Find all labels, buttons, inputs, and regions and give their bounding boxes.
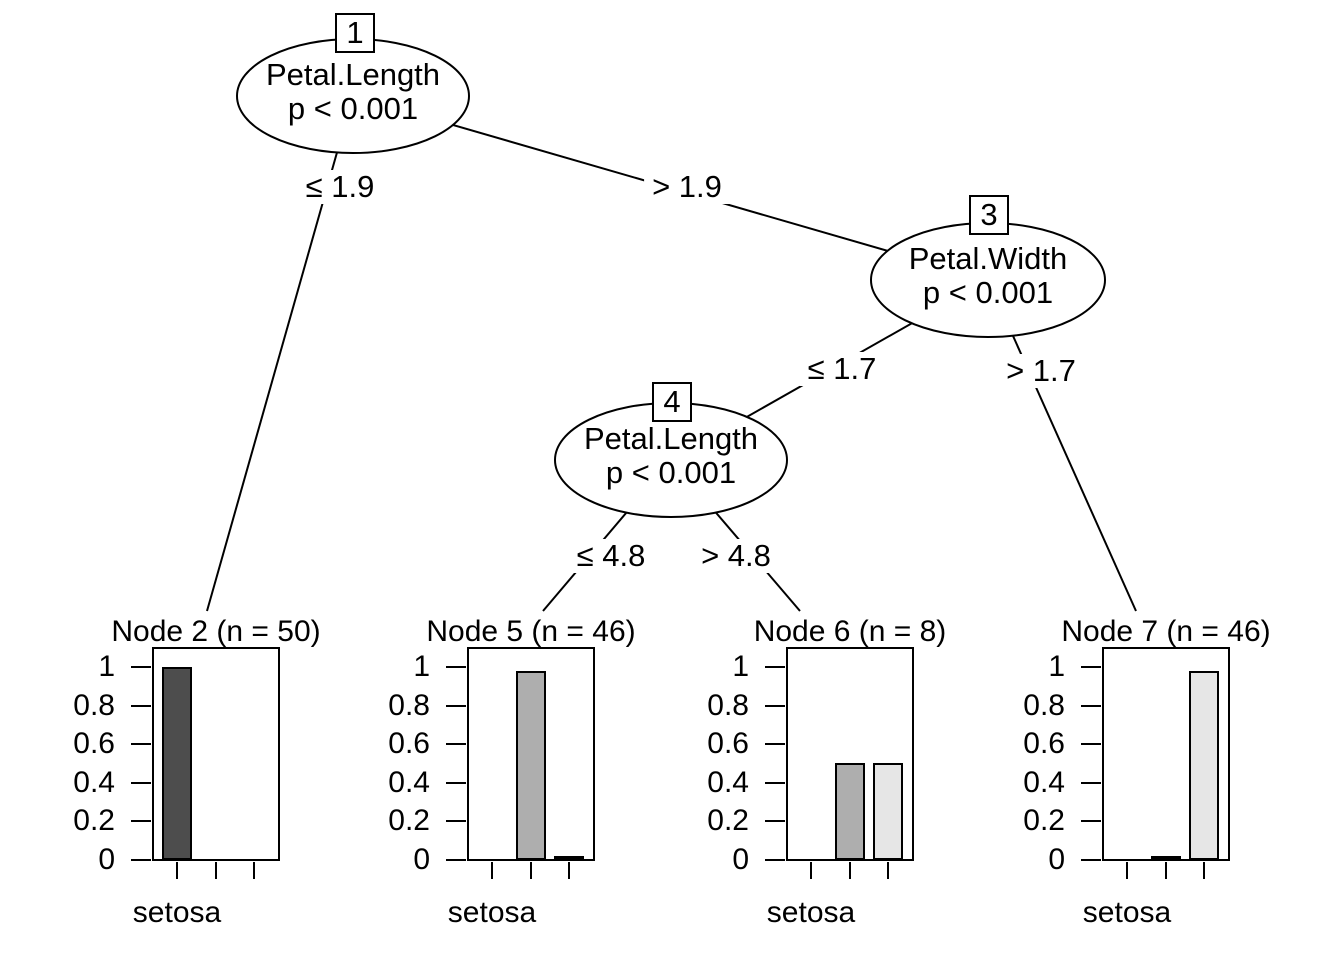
y-axis-tick [765, 743, 785, 745]
node-5-terminal-barplot: Node 5 (n = 46) setosa 0 0.2 0.4 0.6 0.8 1 [388, 612, 680, 942]
node-1-pvalue: p < 0.001 [287, 91, 419, 126]
y-axis-tick [131, 782, 151, 784]
y-axis-tick [446, 705, 466, 707]
x-axis-tick [215, 862, 217, 879]
edge-label-node3-left: ≤ 1.7 [799, 352, 885, 386]
y-axis-tick-label: 0 [1048, 843, 1065, 876]
chart-title: Node 5 (n = 46) [426, 615, 636, 648]
x-axis-tick [176, 862, 178, 879]
node-4-variable: Petal.Length [583, 421, 759, 456]
chart-title: Node 7 (n = 46) [1061, 615, 1271, 648]
x-axis-tick [1165, 862, 1167, 879]
y-axis-tick [131, 859, 151, 861]
y-axis-tick-label: 0.4 [388, 766, 430, 799]
y-axis-tick [446, 782, 466, 784]
bar [873, 763, 903, 860]
node-1-id-badge: 1 [335, 13, 375, 53]
x-axis-category-label: setosa [766, 896, 856, 929]
y-axis-tick-label: 1 [732, 650, 749, 683]
y-axis-tick [131, 820, 151, 822]
chart-title: Node 2 (n = 50) [111, 615, 321, 648]
y-axis-tick [131, 743, 151, 745]
y-axis-tick-label: 0.6 [707, 727, 749, 760]
y-axis-tick-label: 0.4 [73, 766, 115, 799]
y-axis-tick [1081, 859, 1101, 861]
bar [162, 667, 192, 860]
x-axis-tick [253, 862, 255, 879]
y-axis-tick-label: 0.2 [388, 804, 430, 837]
bar [1151, 856, 1181, 860]
node-1-label: Petal.Length p < 0.001 [237, 58, 469, 126]
y-axis-tick-label: 0 [732, 843, 749, 876]
y-axis-tick-label: 0.2 [73, 804, 115, 837]
y-axis-tick-label: 0.6 [73, 727, 115, 760]
edge-label-node3-right: > 1.7 [998, 354, 1084, 388]
y-axis-tick-label: 1 [1048, 650, 1065, 683]
y-axis-tick [1081, 743, 1101, 745]
y-axis-tick-label: 0.4 [707, 766, 749, 799]
y-axis-tick-label: 1 [413, 650, 430, 683]
y-axis-tick-label: 0.8 [1023, 689, 1065, 722]
node-4-label: Petal.Length p < 0.001 [555, 422, 787, 490]
x-axis-category-label: setosa [1082, 896, 1172, 929]
y-axis-tick [1081, 782, 1101, 784]
y-axis-tick [765, 859, 785, 861]
y-axis-tick [446, 820, 466, 822]
node-3-variable: Petal.Width [908, 241, 1068, 276]
node-3-id-badge: 3 [969, 195, 1009, 235]
edge-label-node1-left: ≤ 1.9 [297, 170, 383, 204]
y-axis-tick-label: 0 [98, 843, 115, 876]
x-axis-category-label: setosa [447, 896, 537, 929]
y-axis-tick [1081, 820, 1101, 822]
y-axis-tick [765, 705, 785, 707]
edge-label-node4-left: ≤ 4.8 [568, 539, 654, 573]
bar [516, 671, 546, 860]
x-axis-tick [1126, 862, 1128, 879]
y-axis-tick-label: 1 [98, 650, 115, 683]
x-axis-tick [849, 862, 851, 879]
edge-label-node1-right: > 1.9 [644, 170, 730, 204]
x-axis-tick [530, 862, 532, 879]
bar [554, 856, 584, 860]
x-axis-tick [568, 862, 570, 879]
bar [835, 763, 865, 860]
node-3-pvalue: p < 0.001 [922, 275, 1054, 310]
y-axis-tick [446, 859, 466, 861]
y-axis-tick [446, 666, 466, 668]
y-axis-tick-label: 0.6 [1023, 727, 1065, 760]
y-axis-tick-label: 0.2 [1023, 804, 1065, 837]
x-axis-tick [810, 862, 812, 879]
node-3-label: Petal.Width p < 0.001 [872, 242, 1104, 310]
x-axis-category-label: setosa [132, 896, 222, 929]
y-axis-tick-label: 0.4 [1023, 766, 1065, 799]
y-axis-tick-label: 0.6 [388, 727, 430, 760]
node-2-terminal-barplot: Node 2 (n = 50) setosa 0 0.2 0.4 0.6 0.8 1 [73, 612, 365, 942]
y-axis-tick [131, 666, 151, 668]
x-axis-tick [1203, 862, 1205, 879]
y-axis-tick-label: 0.8 [707, 689, 749, 722]
node-1-variable: Petal.Length [265, 57, 441, 92]
node-4-pvalue: p < 0.001 [605, 455, 737, 490]
bar [1189, 671, 1219, 860]
y-axis-tick [765, 782, 785, 784]
x-axis-tick [491, 862, 493, 879]
y-axis-tick [131, 705, 151, 707]
y-axis-tick-label: 0 [413, 843, 430, 876]
y-axis-tick [446, 743, 466, 745]
y-axis-tick-label: 0.2 [707, 804, 749, 837]
node-7-terminal-barplot: Node 7 (n = 46) setosa 0 0.2 0.4 0.6 0.8 1 [1023, 612, 1315, 942]
y-axis-tick [765, 666, 785, 668]
y-axis-tick [1081, 705, 1101, 707]
chart-title: Node 6 (n = 8) [753, 615, 947, 648]
edge-label-node4-right: > 4.8 [693, 539, 779, 573]
node-6-terminal-barplot: Node 6 (n = 8) setosa 0 0.2 0.4 0.6 0.8 1 [707, 612, 999, 942]
x-axis-tick [887, 862, 889, 879]
y-axis-tick-label: 0.8 [73, 689, 115, 722]
y-axis-tick-label: 0.8 [388, 689, 430, 722]
node-4-id-badge: 4 [652, 382, 692, 422]
y-axis-tick [1081, 666, 1101, 668]
y-axis-tick [765, 820, 785, 822]
